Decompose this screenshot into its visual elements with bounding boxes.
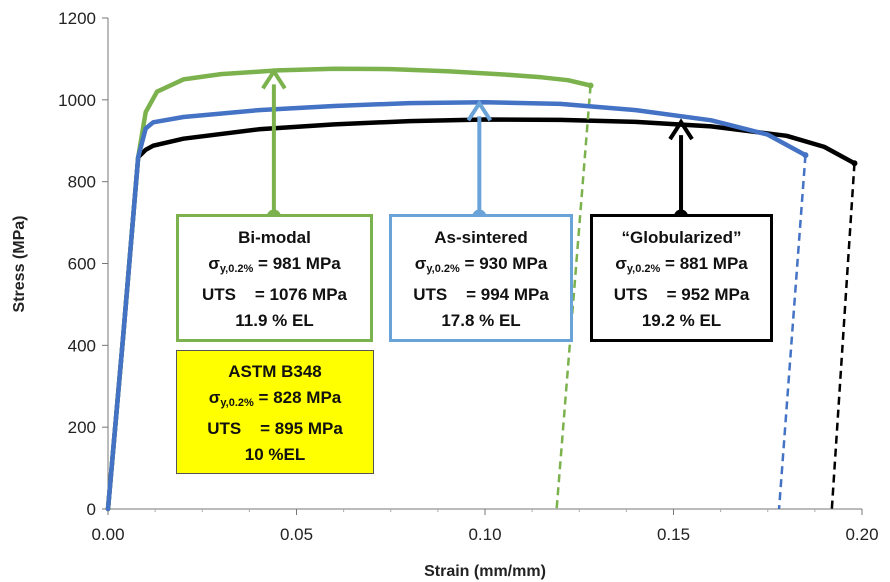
globularized-uts: UTS = 952 MPa <box>613 285 750 304</box>
y-tick-label: 1000 <box>58 91 96 110</box>
arrow-head-1 <box>466 99 493 122</box>
y-tick-label: 400 <box>68 336 96 355</box>
astm-b348-annotation-box: ASTM B348 σy,0.2% = 828 MPa UTS = 895 MP… <box>176 350 374 474</box>
curve-1 <box>105 100 808 512</box>
sigma-subscript: y,0.2% <box>219 263 254 275</box>
fracture-point-0 <box>587 82 594 89</box>
y-tick-label: 0 <box>87 500 96 519</box>
fracture-point-2 <box>851 160 858 167</box>
astm-title: ASTM B348 <box>228 362 322 381</box>
fracture-point-1 <box>802 152 809 159</box>
sigma-symbol: σ <box>208 388 221 407</box>
sigma-subscript: y,0.2% <box>626 263 661 275</box>
sigma-symbol: σ <box>615 254 627 273</box>
globularized-yield: σy,0.2% = 881 MPa <box>593 251 770 282</box>
x-tick-label: 0.00 <box>91 525 124 544</box>
globularized-elongation: 19.2 % EL <box>641 311 722 330</box>
arrow-head-0 <box>261 67 287 90</box>
arrow-layer <box>261 67 694 224</box>
x-tick-label: 0.05 <box>280 525 313 544</box>
as-sintered-title: As-sintered <box>434 228 528 247</box>
chart-axes: 0 200 400 600 800 1000 1200 0.00 0.05 0.10 0.15 0.2… <box>58 9 878 544</box>
sigma-symbol: σ <box>208 254 220 273</box>
as-sintered-annotation-box: As-sintered σy,0.2% = 930 MPa UTS = 994 … <box>389 214 573 342</box>
y-tick-label: 800 <box>68 173 96 192</box>
x-tick-label: 0.10 <box>468 525 501 544</box>
x-axis-title: Strain (mm/mm) <box>424 563 546 580</box>
unload-line-0 <box>555 85 592 510</box>
globularized-annotation-box: “Globularized” σy,0.2% = 881 MPa UTS = 9… <box>590 214 773 342</box>
as-sintered-yield: σy,0.2% = 930 MPa <box>392 251 570 282</box>
bimodal-elongation: 11.9 % EL <box>235 311 314 330</box>
bimodal-annotation-box: Bi-modal σy,0.2% = 981 MPa UTS = 1076 MP… <box>176 214 373 342</box>
sigma-symbol: σ <box>414 254 427 273</box>
astm-elongation: 10 %EL <box>244 445 306 464</box>
sigma-subscript: y,0.2% <box>426 263 460 275</box>
unload-line-1 <box>777 154 807 510</box>
x-tick-label: 0.20 <box>845 525 878 544</box>
y-tick-label: 1200 <box>58 9 96 28</box>
astm-yield-value: = 828 MPa <box>258 388 342 407</box>
as-sintered-yield-value: = 930 MPa <box>464 254 548 273</box>
astm-yield: σy,0.2% = 828 MPa <box>177 385 373 416</box>
astm-uts: UTS = 895 MPa <box>207 419 343 438</box>
bimodal-yield: σy,0.2% = 981 MPa <box>179 251 370 282</box>
sigma-subscript: y,0.2% <box>220 397 254 409</box>
unload-line-2 <box>830 163 856 510</box>
series-layer <box>105 66 858 512</box>
as-sintered-elongation: 17.8 % EL <box>441 311 521 330</box>
bimodal-yield-value: = 981 MPa <box>258 254 341 273</box>
globularized-title: “Globularized” <box>621 228 742 247</box>
bimodal-uts: UTS = 1076 MPa <box>201 285 348 304</box>
bimodal-title: Bi-modal <box>238 228 311 247</box>
y-axis-title: Stress (MPa) <box>11 216 28 313</box>
y-tick-label: 600 <box>68 255 96 274</box>
y-tick-label: 200 <box>68 418 96 437</box>
globularized-yield-value: = 881 MPa <box>665 254 748 273</box>
as-sintered-uts: UTS = 994 MPa <box>413 285 549 304</box>
x-tick-label: 0.15 <box>657 525 690 544</box>
arrow-head-2 <box>668 118 694 141</box>
